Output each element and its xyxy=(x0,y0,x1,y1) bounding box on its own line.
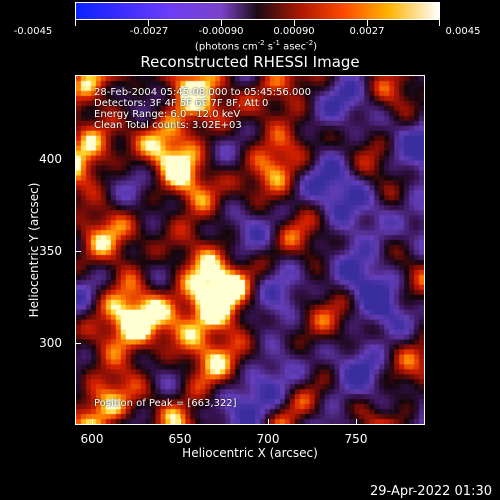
colorbar-tick xyxy=(439,20,440,26)
x-axis: 600 650 700 750 xyxy=(75,419,425,465)
heatmap-image xyxy=(76,76,424,424)
clean-counts-label: Clean Total counts: 3.02E+03 xyxy=(94,120,242,131)
colorbar-tick-label: 0.00090 xyxy=(273,26,315,37)
units-end: asec xyxy=(280,41,307,53)
colorbar-tick xyxy=(367,20,368,26)
peak-position-label: Position of Peak = [663,322] xyxy=(94,398,237,409)
date-range-label: 28-Feb-2004 05:45:08.000 to 05:45:56.000 xyxy=(94,87,312,98)
image-metadata: 28-Feb-2004 05:45:08.000 to 05:45:56.000… xyxy=(94,87,311,131)
colorbar-tick xyxy=(221,20,222,26)
units-middle: s xyxy=(264,41,274,53)
chart-title: Reconstructed RHESSI Image xyxy=(140,53,360,71)
colorbar-tick xyxy=(294,20,295,26)
x-axis-tick-label: 700 xyxy=(256,432,280,446)
colorbar-units: (photons cm-2 s-1 asec-2) xyxy=(195,40,317,52)
energy-range-label: Energy Range: 6.0 - 12.0 keV xyxy=(94,109,241,120)
colorbar xyxy=(75,2,440,20)
x-axis-tick xyxy=(268,419,269,425)
timestamp-footer: 29-Apr-2022 01:30 xyxy=(370,484,492,499)
colorbar-tick-label: -0.00090 xyxy=(198,26,244,37)
colorbar-tick xyxy=(75,20,76,26)
y-axis-tick xyxy=(75,251,81,252)
x-axis-tick xyxy=(180,419,181,425)
x-axis-tick-label: 750 xyxy=(344,432,368,446)
y-axis-tick-label: 300 xyxy=(39,336,62,350)
y-axis-tick-label: 350 xyxy=(39,244,62,258)
x-axis-label: Heliocentric X (arcsec) xyxy=(182,446,318,460)
colorbar-tick-label: -0.0045 xyxy=(13,26,53,37)
units-prefix: (photons cm xyxy=(194,41,258,53)
y-axis-tick-label: 400 xyxy=(39,152,62,166)
colorbar-tick-label: 0.0027 xyxy=(349,26,385,37)
y-axis-tick xyxy=(75,343,81,344)
units-close: ) xyxy=(313,41,318,53)
y-axis-tick xyxy=(75,159,81,160)
detectors-label: Detectors: 3F 4F 5F 6F 7F 8F, Att 0 xyxy=(94,98,269,109)
units-exponent: -2 xyxy=(306,39,314,47)
x-axis-tick xyxy=(92,419,93,425)
colorbar-tick xyxy=(148,20,149,26)
rhessi-image-plot: 28-Feb-2004 05:45:08.000 to 05:45:56.000… xyxy=(75,75,425,425)
x-axis-tick-label: 650 xyxy=(168,432,192,446)
units-exponent: -2 xyxy=(257,39,265,47)
y-axis-label: Heliocentric Y (arcsec) xyxy=(27,182,41,318)
units-exponent: -1 xyxy=(273,39,281,47)
colorbar-tick-label: 0.0045 xyxy=(445,26,481,37)
x-axis-tick xyxy=(356,419,357,425)
y-axis: 400 350 300 xyxy=(0,75,81,425)
x-axis-tick-label: 600 xyxy=(80,432,104,446)
colorbar-tick-label: -0.0027 xyxy=(129,26,169,37)
